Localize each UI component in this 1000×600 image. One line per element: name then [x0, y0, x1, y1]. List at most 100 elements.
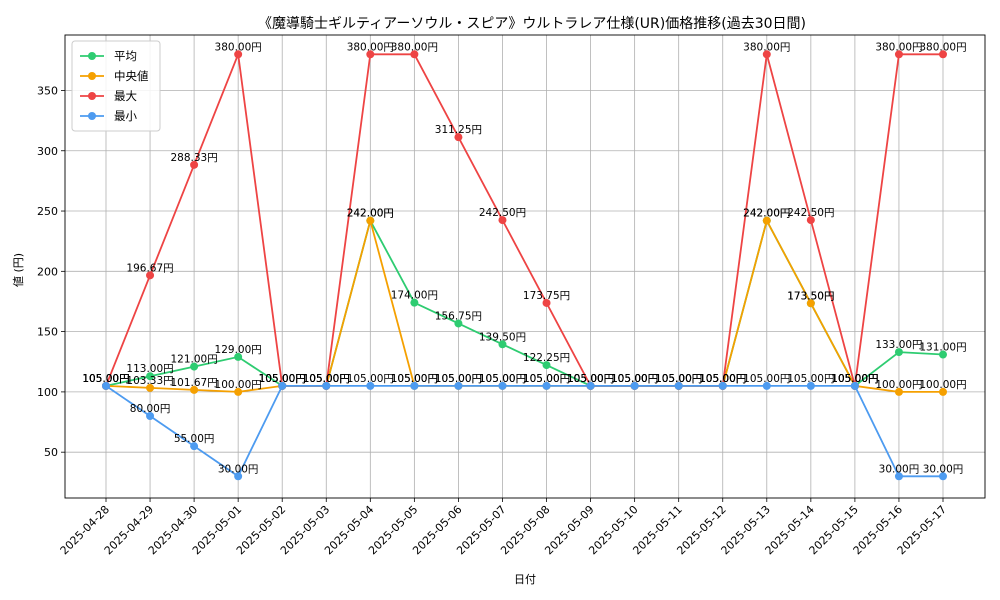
data-point [542, 361, 551, 370]
data-label: 380.00円 [743, 41, 790, 53]
data-point [454, 319, 463, 328]
data-point [190, 160, 199, 169]
legend-swatch-marker [88, 112, 96, 120]
data-label: 122.25円 [523, 352, 570, 364]
data-point [939, 472, 947, 481]
data-point [190, 442, 199, 451]
data-point [806, 381, 815, 390]
data-label: 105.00円 [831, 373, 878, 385]
data-label: 105.00円 [82, 373, 129, 385]
y-tick-label: 300 [37, 145, 58, 158]
data-point [454, 133, 463, 142]
data-point [894, 387, 903, 396]
data-label: 242.50円 [479, 207, 526, 219]
chart-title: 《魔導騎士ギルティアーソウル・スピア》ウルトラレア仕様(UR)価格推移(過去30… [258, 16, 806, 32]
data-label: 100.00円 [919, 379, 966, 391]
data-point [762, 216, 771, 225]
data-point [939, 387, 947, 396]
data-label: 105.00円 [259, 373, 306, 385]
data-label: 105.00円 [831, 373, 878, 385]
data-label: 105.00円 [303, 373, 350, 385]
y-tick-label: 250 [37, 205, 58, 218]
data-point [322, 381, 331, 390]
legend-label: 最大 [114, 89, 137, 103]
data-label: 131.00円 [919, 342, 966, 354]
legend-swatch-marker [88, 92, 96, 100]
data-label: 242.00円 [347, 208, 394, 220]
data-point [410, 381, 419, 390]
data-point [366, 50, 375, 59]
data-label: 30.00円 [218, 463, 259, 475]
y-tick-label: 50 [44, 446, 58, 459]
axes: 2025-04-282025-04-292025-04-302025-05-01… [37, 34, 986, 557]
data-point [454, 381, 463, 390]
data-label: 242.00円 [347, 208, 394, 220]
data-label: 105.00円 [699, 373, 746, 385]
data-label: 105.00円 [479, 373, 526, 385]
data-label: 105.00円 [303, 373, 350, 385]
data-point [190, 362, 199, 371]
data-point [146, 271, 155, 280]
data-label: 105.00円 [82, 373, 129, 385]
data-label: 113.00円 [126, 363, 173, 375]
y-tick-label: 350 [37, 84, 58, 97]
data-label: 173.50円 [787, 290, 834, 302]
data-point [146, 383, 155, 392]
data-label: 30.00円 [879, 463, 920, 475]
data-label: 105.00円 [479, 373, 526, 385]
data-label: 242.00円 [743, 208, 790, 220]
data-point [806, 299, 815, 308]
data-label: 105.00円 [303, 373, 350, 385]
data-label: 105.00円 [82, 373, 129, 385]
y-axis-label: 値 (円) [12, 253, 25, 287]
legend-swatch-marker [88, 72, 96, 80]
series-layer [102, 50, 947, 481]
data-point [234, 50, 243, 59]
data-label: 105.00円 [259, 373, 306, 385]
data-label: 105.00円 [567, 373, 614, 385]
data-point [234, 472, 243, 481]
data-label: 105.00円 [259, 373, 306, 385]
data-label: 105.00円 [699, 373, 746, 385]
data-point [102, 381, 110, 390]
data-label: 105.00円 [567, 373, 614, 385]
data-label: 242.00円 [743, 208, 790, 220]
data-label: 156.75円 [435, 310, 482, 322]
data-label: 105.00円 [523, 373, 570, 385]
data-point [806, 216, 815, 225]
data-label: 105.00円 [391, 373, 438, 385]
legend-label: 中央値 [114, 69, 149, 83]
data-label: 105.00円 [699, 373, 746, 385]
data-point [366, 216, 375, 225]
data-label: 105.00円 [435, 373, 482, 385]
data-label: 105.00円 [523, 373, 570, 385]
data-point [498, 381, 507, 390]
y-tick-label: 100 [37, 386, 58, 399]
y-tick-label: 200 [37, 265, 58, 278]
data-point [190, 385, 199, 394]
data-label: 105.00円 [787, 373, 834, 385]
data-label: 174.00円 [391, 290, 438, 302]
data-label: 105.00円 [435, 373, 482, 385]
data-label: 196.67円 [126, 262, 173, 274]
data-point [146, 412, 155, 421]
data-point [939, 350, 947, 359]
data-point [366, 381, 375, 390]
data-label: 105.00円 [82, 373, 129, 385]
grid [65, 35, 985, 498]
data-label: 380.00円 [875, 41, 922, 53]
series-line-最小 [105, 384, 943, 478]
data-label: 105.00円 [303, 373, 350, 385]
data-label: 30.00円 [923, 463, 964, 475]
data-label: 105.00円 [391, 373, 438, 385]
data-point [894, 348, 903, 357]
data-label: 105.00円 [347, 373, 394, 385]
data-point [410, 298, 419, 307]
data-point [674, 381, 683, 390]
data-point [278, 381, 287, 390]
plot-frame [64, 34, 986, 499]
data-point [146, 372, 155, 381]
data-label: 173.75円 [523, 290, 570, 302]
data-label: 105.00円 [699, 373, 746, 385]
